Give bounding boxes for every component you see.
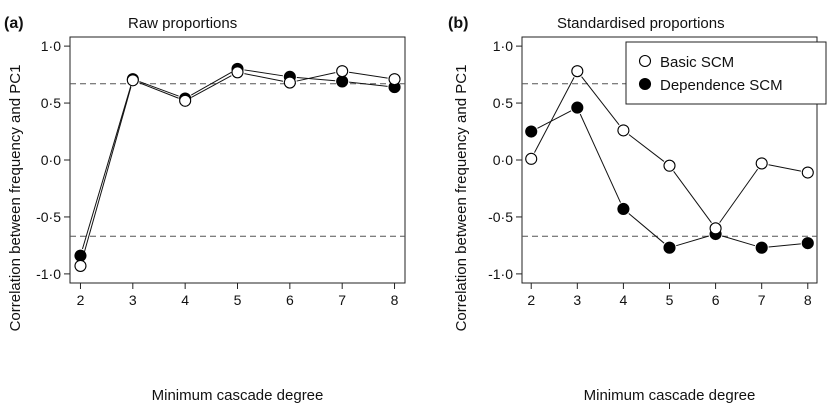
legend-box bbox=[625, 41, 827, 105]
series-line-segment bbox=[244, 69, 283, 77]
open-point bbox=[231, 66, 244, 79]
legend-marker bbox=[638, 77, 652, 91]
series-line-segment bbox=[244, 73, 284, 82]
open-point bbox=[126, 74, 139, 87]
series-line-segment bbox=[628, 134, 665, 162]
open-point bbox=[336, 65, 349, 78]
panel-tag: (b) bbox=[448, 15, 468, 32]
open-point bbox=[663, 159, 676, 172]
legend-marker bbox=[638, 54, 652, 68]
series-line-segment bbox=[768, 243, 801, 248]
y-tick-label: -0·5 bbox=[488, 209, 513, 225]
plot-area bbox=[70, 69, 405, 260]
series-line-segment bbox=[191, 71, 232, 96]
filled-point bbox=[74, 249, 87, 262]
x-tick-label: 5 bbox=[666, 292, 674, 308]
series-line-segment bbox=[537, 110, 572, 129]
series-line-segment bbox=[581, 76, 620, 126]
series-line-segment bbox=[349, 81, 388, 87]
open-point bbox=[755, 157, 768, 170]
series-line-segment bbox=[139, 82, 179, 99]
y-axis-title: Correlation between frequency and PC1 bbox=[7, 65, 24, 332]
x-tick-label: 3 bbox=[129, 292, 137, 308]
x-tick-label: 2 bbox=[77, 292, 85, 308]
y-tick-label: 1·0 bbox=[41, 38, 61, 54]
y-tick-label: -1·0 bbox=[488, 266, 513, 282]
y-tick-label: 0·5 bbox=[41, 95, 61, 111]
x-tick-label: 8 bbox=[804, 292, 812, 308]
open-point bbox=[801, 166, 814, 179]
series-line-segment bbox=[191, 75, 232, 98]
y-axis-title: Correlation between frequency and PC1 bbox=[453, 65, 470, 332]
chart-panel-a: (a) Raw proportions -1·0 -0·5 0·0 0·5 1·0 2 3 4 5 6… bbox=[4, 15, 406, 404]
series-line-segment bbox=[296, 76, 336, 82]
series-line-segment bbox=[81, 86, 132, 260]
legend-entry: Basic SCM bbox=[660, 54, 734, 71]
filled-point bbox=[617, 202, 630, 216]
y-tick-label: -1·0 bbox=[36, 266, 61, 282]
series-line-segment bbox=[676, 235, 710, 247]
open-point bbox=[709, 222, 722, 235]
series-line-segment bbox=[673, 171, 712, 223]
open-point bbox=[74, 259, 87, 272]
panel-title: Standardised proportions bbox=[557, 15, 725, 32]
open-point bbox=[525, 152, 538, 165]
series-line-segment bbox=[579, 113, 621, 203]
filled-point bbox=[755, 241, 768, 254]
x-tick-label: 3 bbox=[573, 292, 581, 308]
filled-point bbox=[571, 101, 584, 114]
series-line-segment bbox=[296, 72, 336, 82]
panel-tag: (a) bbox=[4, 15, 24, 32]
legend: Basic SCM Dependence SCM bbox=[625, 41, 827, 105]
series-line-segment bbox=[81, 85, 132, 250]
x-tick-label: 4 bbox=[181, 292, 189, 308]
x-tick-label: 6 bbox=[712, 292, 720, 308]
x-axis-title: Minimum cascade degree bbox=[584, 387, 756, 404]
y-tick-label: 0·0 bbox=[41, 152, 61, 168]
x-tick-label: 2 bbox=[527, 292, 535, 308]
series-line-segment bbox=[768, 164, 802, 172]
y-tick-label: 1·0 bbox=[493, 38, 513, 54]
x-tick-label: 8 bbox=[391, 292, 399, 308]
open-point bbox=[571, 65, 584, 78]
x-tick-label: 7 bbox=[758, 292, 766, 308]
open-point bbox=[283, 76, 296, 89]
filled-point bbox=[336, 75, 349, 88]
x-tick-label: 4 bbox=[620, 292, 628, 308]
series-line-segment bbox=[722, 235, 756, 247]
open-point bbox=[179, 94, 192, 107]
series-line-segment bbox=[139, 81, 179, 97]
series-line-segment bbox=[534, 77, 575, 153]
x-tick-label: 7 bbox=[338, 292, 346, 308]
panel-title: Raw proportions bbox=[128, 15, 237, 32]
series-line-segment bbox=[628, 213, 665, 244]
chart-panel-b: (b) Standardised proportions -1·0 -0·5 0·0 0·… bbox=[448, 15, 827, 404]
filled-point bbox=[525, 125, 538, 138]
legend-entry: Dependence SCM bbox=[660, 77, 783, 94]
y-tick-label: -0·5 bbox=[36, 209, 61, 225]
x-axis-title: Minimum cascade degree bbox=[152, 387, 324, 404]
series-line-segment bbox=[349, 71, 388, 79]
series-line-segment bbox=[719, 168, 759, 223]
x-tick-label: 5 bbox=[234, 292, 242, 308]
x-tick-label: 6 bbox=[286, 292, 294, 308]
filled-point bbox=[663, 241, 676, 254]
open-point bbox=[388, 73, 401, 86]
filled-point bbox=[801, 237, 814, 250]
y-tick-label: 0·5 bbox=[493, 95, 513, 111]
open-point bbox=[617, 124, 630, 137]
y-tick-label: 0·0 bbox=[493, 152, 513, 168]
